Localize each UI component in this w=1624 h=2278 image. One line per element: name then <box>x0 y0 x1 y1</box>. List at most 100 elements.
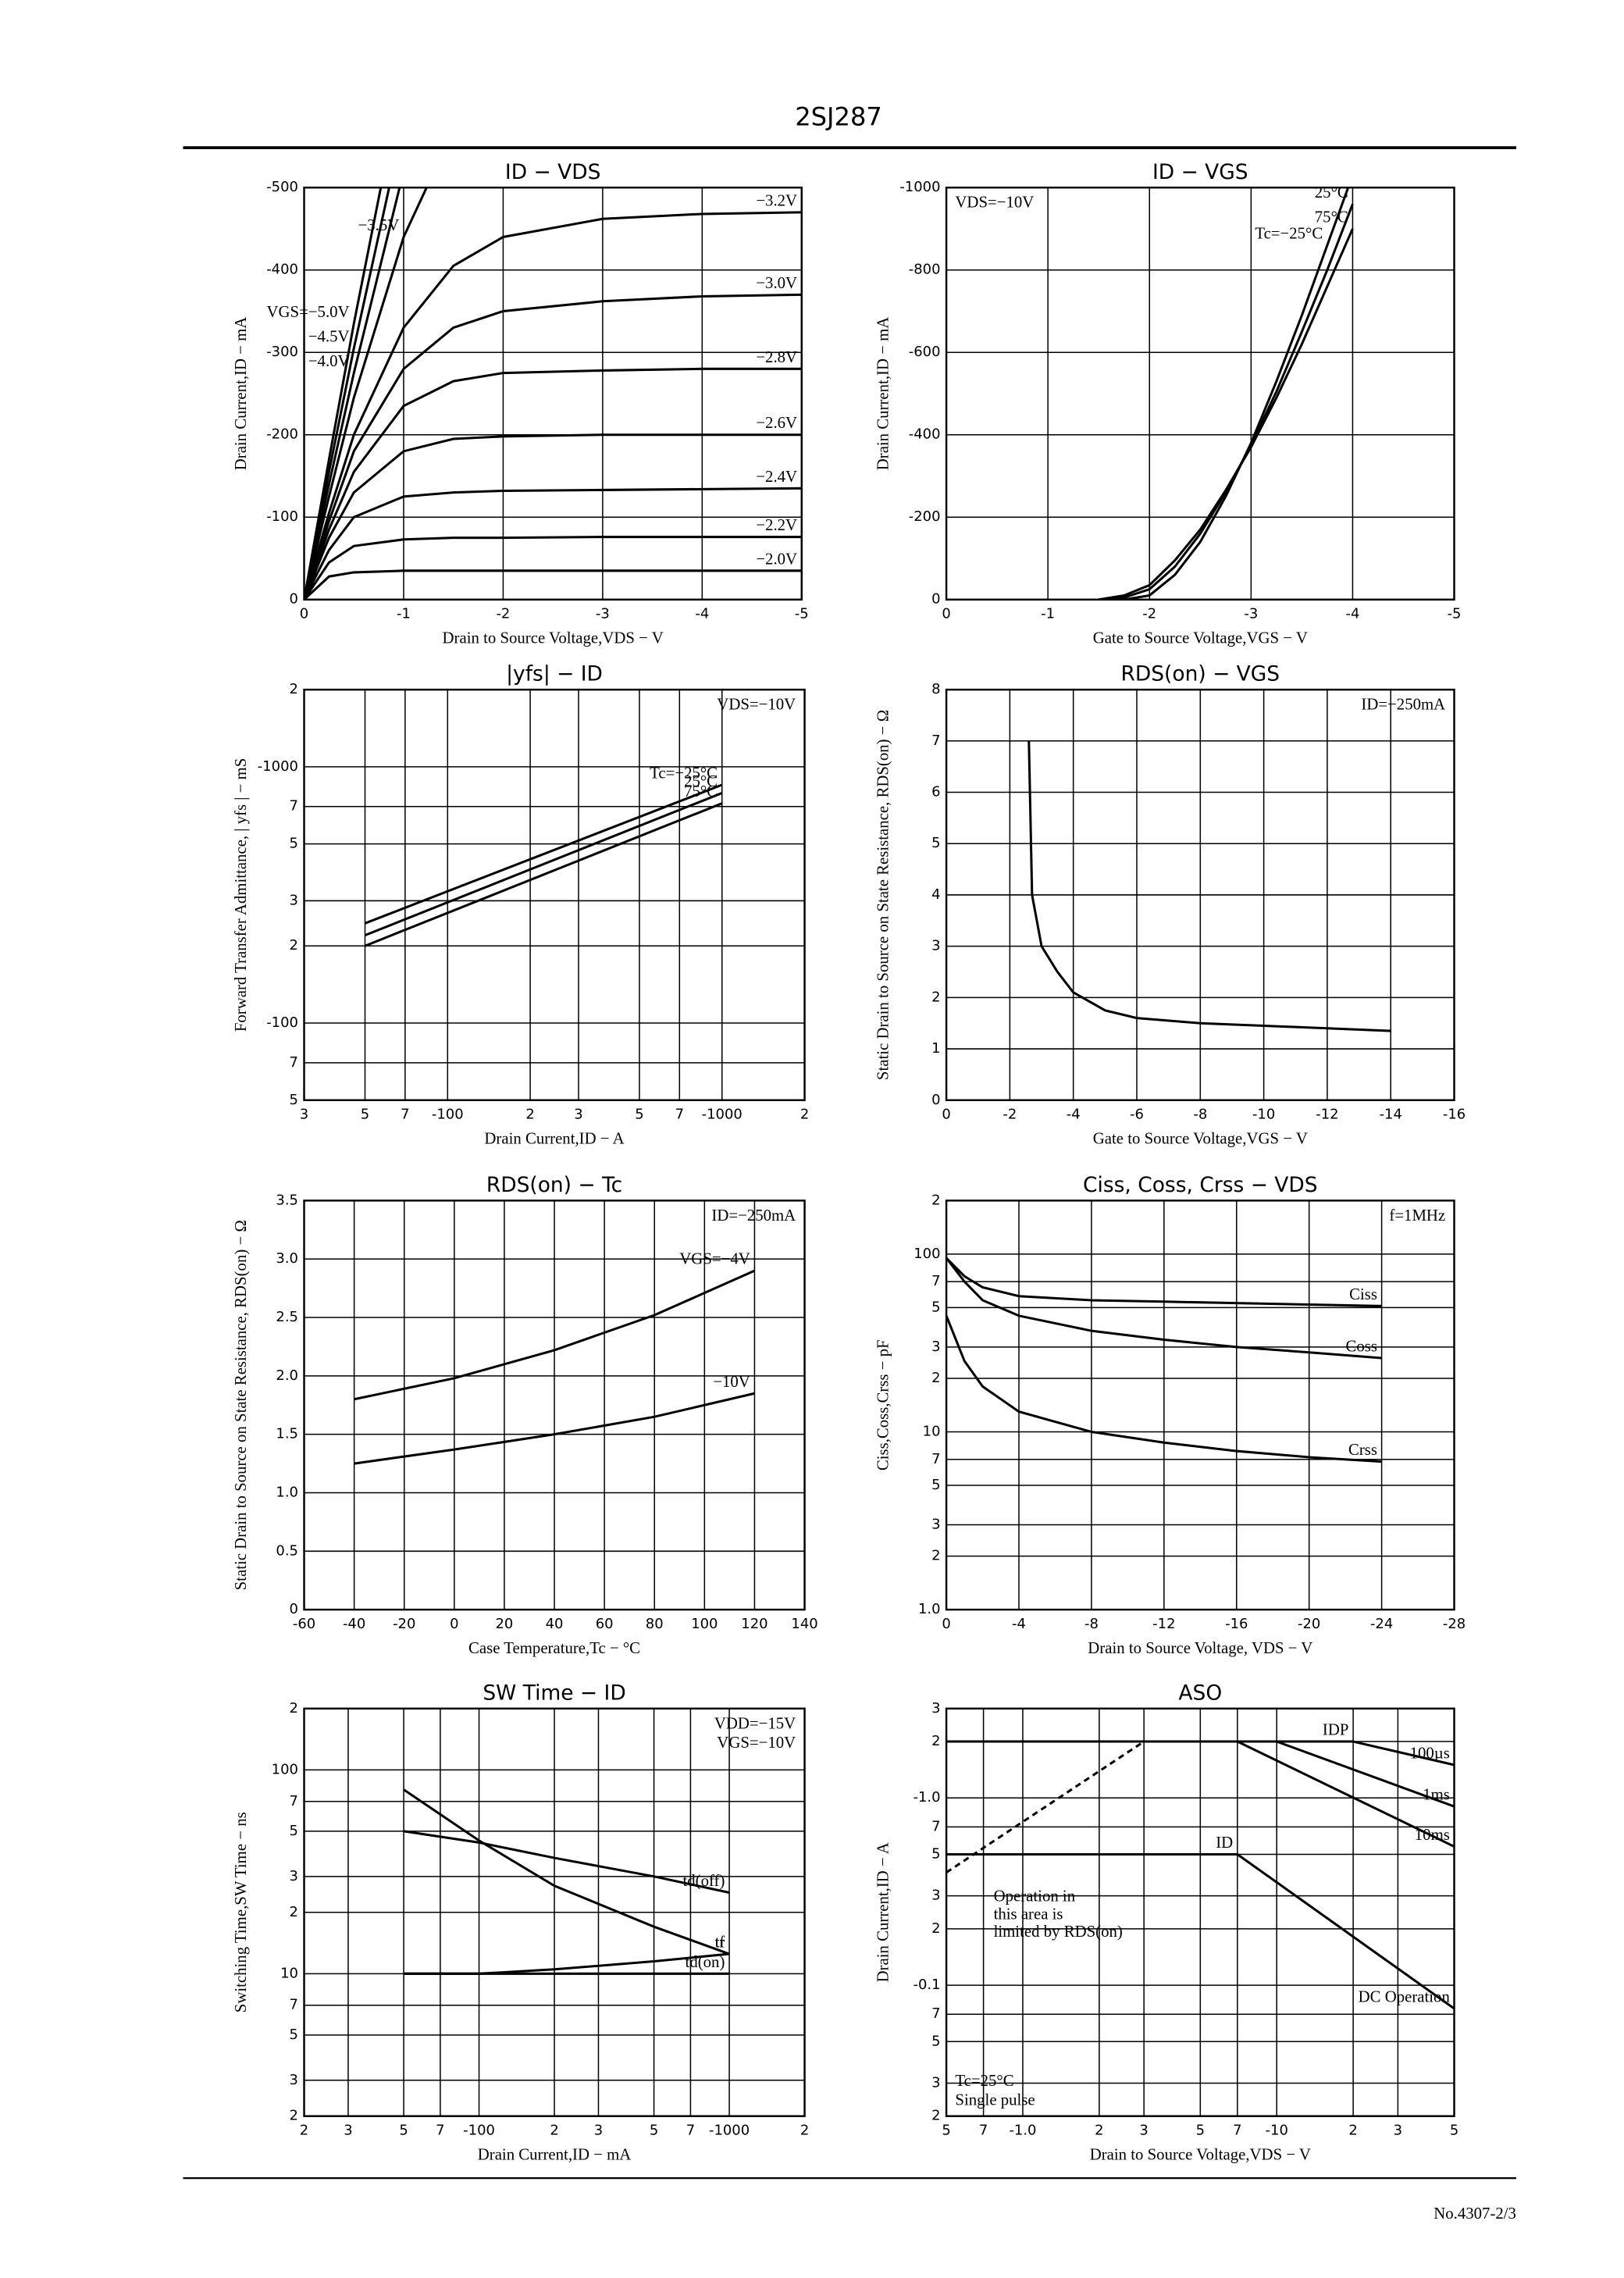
chart: RDS(on) − VGS Gate to Source Voltage,VGS … <box>874 662 1466 1148</box>
x-tick-label: 3 <box>300 1107 308 1123</box>
x-axis-label: Drain to Source Voltage, VDS − V <box>1088 1639 1312 1657</box>
y-tick-label: -100 <box>266 508 298 525</box>
y-tick-label: -1.0 <box>913 1789 940 1806</box>
curve <box>364 783 723 925</box>
plot-frame <box>303 1200 806 1611</box>
x-tick-label: -1000 <box>702 1107 743 1123</box>
chart: Ciss, Coss, Crss − VDS Drain to Source Vo… <box>874 1173 1466 1657</box>
x-tick-label: -16 <box>1225 1616 1248 1632</box>
y-tick-label: -800 <box>909 262 941 278</box>
x-tick-label: 3 <box>574 1107 582 1123</box>
x-tick-label: 0 <box>300 606 308 622</box>
annotation: f=1MHz <box>1389 1207 1445 1225</box>
annotation: VDD=−15V <box>714 1714 796 1732</box>
curve <box>304 367 802 600</box>
x-tick-label: -8 <box>1193 1107 1207 1123</box>
y-tick-label: 5 <box>290 2027 298 2043</box>
x-tick-label: -2 <box>1142 606 1156 622</box>
y-tick-label: 2 <box>931 1192 940 1208</box>
y-tick-label: -100 <box>266 1014 298 1031</box>
chart: ASO Drain to Source Voltage,VDS − V Drain … <box>874 1681 1458 2163</box>
y-tick-label: 7 <box>290 1054 298 1071</box>
y-tick-label: 100 <box>272 1761 298 1777</box>
curve-label: ID <box>1216 1834 1233 1852</box>
x-tick-label: -2 <box>1003 1107 1017 1123</box>
curve <box>304 536 802 600</box>
x-tick-label: -10 <box>1266 2123 1288 2139</box>
x-tick-label: 2 <box>800 2123 809 2139</box>
x-tick-label: -6 <box>1130 1107 1144 1123</box>
y-tick-label: 3 <box>931 2074 940 2091</box>
curve-label: Coss <box>1345 1338 1376 1356</box>
x-tick-label: 5 <box>1196 2123 1205 2139</box>
y-tick-label: 2 <box>290 1904 298 1920</box>
annotation: Operation in <box>994 1888 1076 1905</box>
annotation: VDS=−10V <box>717 696 796 714</box>
curve-label: Tc=−25°C <box>650 765 718 783</box>
x-axis-label: Drain to Source Voltage,VDS − V <box>443 629 664 647</box>
y-tick-label: -1000 <box>258 758 298 775</box>
x-tick-label: 3 <box>1394 2123 1402 2139</box>
annotation: Single pulse <box>955 2091 1035 2109</box>
x-tick-label: -4 <box>1012 1616 1026 1632</box>
curve <box>1352 1740 1455 1766</box>
x-tick-label: -24 <box>1370 1616 1393 1632</box>
curve <box>946 1315 1382 1463</box>
plot-frame <box>303 688 806 1101</box>
curve-label: 25°C <box>1315 184 1348 201</box>
chart-title: RDS(on) − VGS <box>1120 662 1280 686</box>
curve <box>403 1830 730 1894</box>
x-tick-label: 5 <box>399 2123 408 2139</box>
chart: RDS(on) − Tc Case Temperature,Tc − °C Stat… <box>232 1173 818 1657</box>
x-tick-label: 5 <box>635 1107 643 1123</box>
y-tick-label: 4 <box>931 886 940 903</box>
x-tick-label: 2 <box>550 2123 558 2139</box>
x-tick-label: -28 <box>1443 1616 1466 1632</box>
curve-label: −3.5V <box>358 216 400 234</box>
x-axis-label: Gate to Source Voltage,VGS − V <box>1093 629 1308 647</box>
x-tick-label: 2 <box>1095 2123 1103 2139</box>
curve-label: VGS=−5.0V <box>267 303 350 321</box>
y-axis-label: Drain Current,ID − mA <box>874 317 892 471</box>
x-tick-label: -1 <box>1041 606 1055 622</box>
curve-label: IDP <box>1323 1721 1349 1739</box>
annotation: ID=−250mA <box>1361 696 1445 714</box>
chart: |yfs| − ID Drain Current,ID − A Forward Tr… <box>232 662 809 1148</box>
y-tick-label: 2 <box>290 681 298 697</box>
curve <box>304 211 802 600</box>
y-tick-label: 3.0 <box>276 1250 298 1267</box>
y-tick-label: 0 <box>290 591 298 608</box>
curve-label: −2.8V <box>756 348 797 366</box>
x-tick-label: 20 <box>496 1616 514 1632</box>
x-tick-label: 3 <box>1139 2123 1148 2139</box>
y-tick-label: 6 <box>931 784 940 800</box>
x-tick-label: 2 <box>1348 2123 1357 2139</box>
y-tick-label: 7 <box>931 1451 940 1467</box>
annotation: this area is <box>994 1905 1063 1923</box>
chart-title: SW Time − ID <box>483 1681 625 1705</box>
x-tick-label: 7 <box>436 2123 444 2139</box>
y-tick-label: 2 <box>931 1920 940 1937</box>
x-tick-label: -5 <box>1448 606 1462 622</box>
y-tick-label: 2 <box>931 1733 940 1749</box>
curve-label: 10ms <box>1415 1826 1450 1844</box>
y-tick-label: 2 <box>931 1370 940 1386</box>
curve <box>946 1740 1145 1873</box>
plot-frame <box>303 186 803 601</box>
curve-label: −2.6V <box>756 414 797 432</box>
curve-label: −3.0V <box>756 274 797 292</box>
curve-label: 25°C <box>684 772 718 790</box>
x-tick-label: 3 <box>344 2123 352 2139</box>
curve <box>946 1257 1382 1307</box>
y-axis-label: Ciss,Coss,Crss − pF <box>874 1339 892 1471</box>
curve-label: −10V <box>713 1373 750 1391</box>
x-tick-label: 2 <box>800 1107 809 1123</box>
curve <box>1236 1853 1455 2010</box>
x-tick-label: -20 <box>393 1616 415 1632</box>
x-tick-label: -40 <box>343 1616 365 1632</box>
x-tick-label: 2 <box>300 2123 308 2139</box>
x-tick-label: -14 <box>1380 1107 1402 1123</box>
x-axis-label: Gate to Source Voltage,VGS − V <box>1093 1130 1308 1148</box>
curve <box>364 792 723 937</box>
